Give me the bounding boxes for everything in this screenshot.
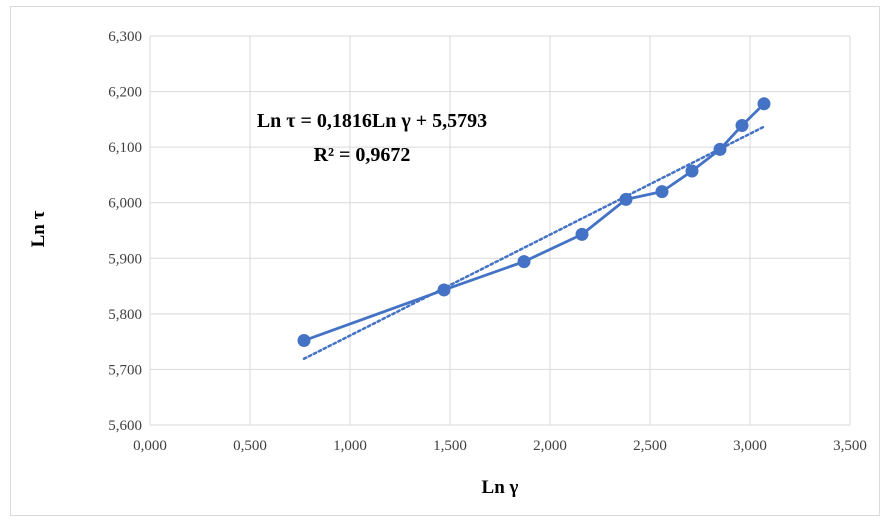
y-tick-labels: 5,600 5,700 5,800 5,900 6,000 6,100 6,200 6,300 (108, 29, 142, 434)
data-point-2 (517, 255, 531, 269)
x-tick-label-1: 0,500 (233, 438, 267, 454)
x-tick-label-4: 2,000 (533, 438, 567, 454)
x-tick-label-5: 2,500 (633, 438, 667, 454)
r-squared-label: R² = 0,9672 (314, 144, 411, 166)
data-point-0 (297, 334, 311, 348)
series-line-0 (303, 102, 765, 342)
data-point-6 (685, 164, 699, 178)
x-tick-label-6: 3,000 (733, 438, 767, 454)
y-tick-label-2: 5,800 (108, 307, 142, 323)
x-tick-label-2: 1,000 (333, 438, 367, 454)
y-tick-label-6: 6,200 (108, 85, 142, 101)
y-tick-label-5: 6,100 (108, 140, 142, 156)
data-point-7 (713, 142, 727, 156)
x-tick-label-7: 3,500 (833, 438, 867, 454)
x-axis-title: Ln γ (482, 477, 519, 498)
data-point-4 (619, 192, 633, 206)
data-point-1 (437, 283, 451, 297)
x-tick-label-3: 1,500 (433, 438, 467, 454)
y-tick-label-0: 5,600 (108, 418, 142, 434)
grid (149, 35, 851, 426)
y-tick-label-4: 6,000 (108, 196, 142, 212)
data-point-3 (575, 227, 589, 241)
chart-frame (10, 6, 880, 516)
y-tick-label-1: 5,700 (108, 362, 142, 378)
equation-label: Ln τ = 0,1816Ln γ + 5,5793 (257, 110, 487, 132)
y-axis-title: Ln τ (28, 210, 49, 247)
data-point-5 (655, 185, 669, 199)
data-point-8 (735, 118, 749, 132)
trendline-line (302, 125, 766, 361)
y-tick-label-7: 6,300 (108, 29, 142, 45)
y-tick-label-3: 5,900 (108, 251, 142, 267)
data-point-9 (757, 97, 771, 111)
x-tick-label-0: 0,000 (133, 438, 167, 454)
series (297, 97, 771, 348)
trendline (302, 125, 766, 361)
x-tick-labels: 0,000 0,500 1,000 1,500 2,000 2,500 3,000 3,500 (133, 438, 867, 454)
